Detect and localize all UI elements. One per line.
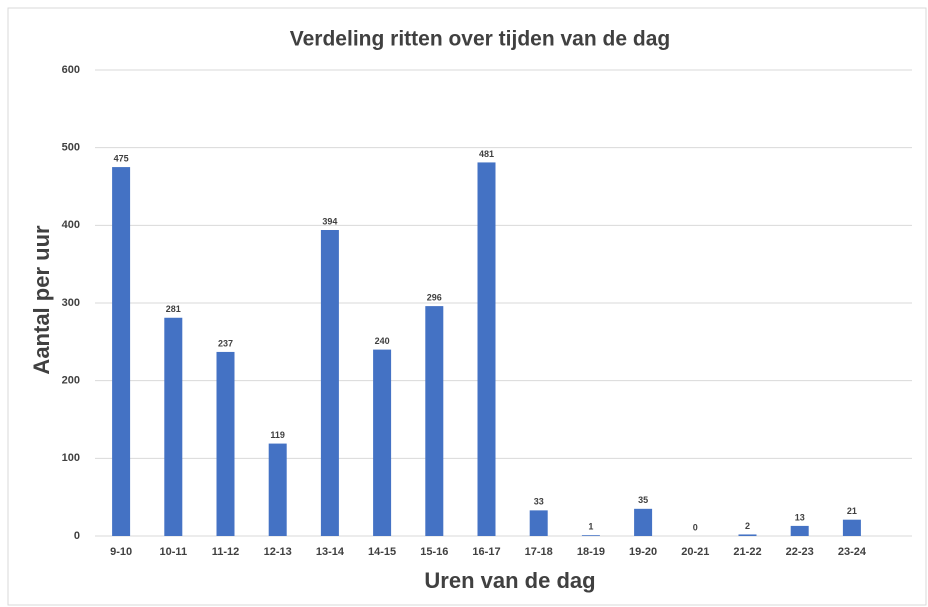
chart-frame bbox=[7, 7, 927, 606]
bar bbox=[581, 535, 600, 536]
x-tick-label: 16-17 bbox=[472, 546, 500, 558]
bar bbox=[425, 306, 444, 536]
x-tick-label: 22-23 bbox=[786, 546, 814, 558]
data-label: 240 bbox=[375, 336, 390, 346]
y-tick-label: 600 bbox=[62, 64, 80, 76]
y-tick-label: 300 bbox=[62, 297, 80, 309]
data-label: 33 bbox=[534, 497, 544, 507]
x-tick-label: 11-12 bbox=[212, 546, 240, 558]
bar bbox=[164, 317, 183, 536]
y-tick-label: 200 bbox=[62, 375, 80, 387]
x-tick-label: 23-24 bbox=[838, 546, 867, 558]
x-tick-label: 13-14 bbox=[316, 546, 345, 558]
x-tick-label: 20-21 bbox=[681, 546, 709, 558]
data-label: 13 bbox=[795, 512, 805, 522]
x-tick-label: 9-10 bbox=[110, 546, 132, 558]
data-label: 21 bbox=[847, 506, 857, 516]
data-label: 296 bbox=[427, 292, 442, 302]
x-tick-label: 18-19 bbox=[577, 546, 605, 558]
bar bbox=[477, 162, 496, 536]
x-tick-label: 19-20 bbox=[629, 546, 657, 558]
bar bbox=[216, 351, 235, 536]
x-tick-label: 15-16 bbox=[420, 546, 448, 558]
data-label: 2 bbox=[745, 521, 750, 531]
x-tick-label: 12-13 bbox=[264, 546, 292, 558]
y-tick-label: 0 bbox=[74, 530, 80, 542]
x-tick-label: 17-18 bbox=[525, 546, 553, 558]
data-label: 281 bbox=[166, 304, 181, 314]
bar bbox=[268, 443, 287, 536]
x-axis-label: Uren van de dag bbox=[424, 568, 595, 593]
y-tick-label: 500 bbox=[62, 142, 80, 154]
data-label: 475 bbox=[114, 153, 129, 163]
y-axis-label: Aantal per uur bbox=[29, 225, 54, 375]
x-tick-label: 21-22 bbox=[733, 546, 761, 558]
data-label: 119 bbox=[270, 430, 285, 440]
bar bbox=[738, 534, 757, 536]
bar bbox=[842, 519, 861, 536]
y-tick-label: 100 bbox=[62, 452, 80, 464]
bar bbox=[373, 349, 392, 536]
x-tick-label: 10-11 bbox=[160, 546, 188, 558]
data-label: 394 bbox=[322, 216, 337, 226]
bar bbox=[320, 229, 339, 536]
x-tick-label: 14-15 bbox=[368, 546, 396, 558]
bar bbox=[634, 508, 653, 536]
data-label: 0 bbox=[693, 522, 698, 532]
bar bbox=[112, 167, 131, 537]
data-label: 1 bbox=[588, 522, 593, 532]
bar bbox=[529, 510, 548, 536]
data-label: 481 bbox=[479, 149, 494, 159]
data-label: 237 bbox=[218, 338, 233, 348]
bar bbox=[790, 525, 809, 536]
y-tick-label: 400 bbox=[62, 219, 80, 231]
data-label: 35 bbox=[638, 495, 648, 505]
chart-title: Verdeling ritten over tijden van de dag bbox=[290, 28, 670, 51]
